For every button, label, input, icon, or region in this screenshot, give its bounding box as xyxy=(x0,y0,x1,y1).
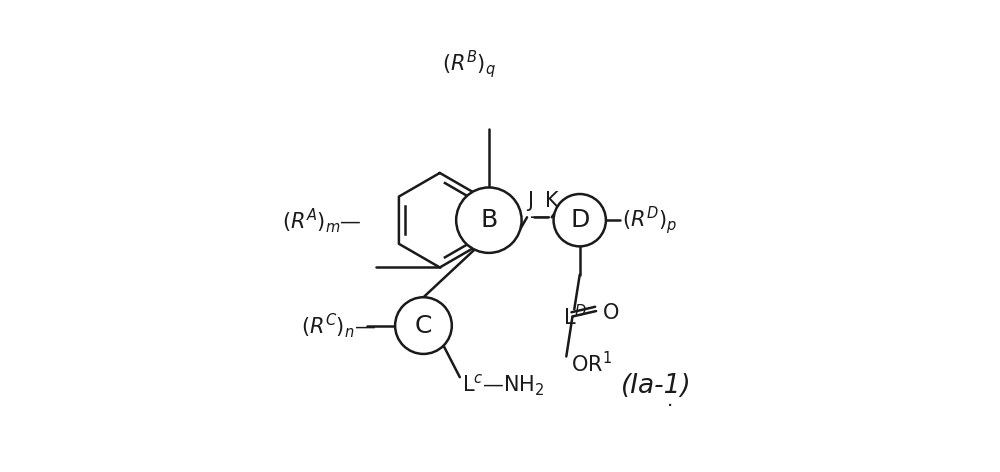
Text: (Ia-1): (Ia-1) xyxy=(621,372,691,398)
Text: OR$^{1}$: OR$^{1}$ xyxy=(571,351,612,376)
Text: K: K xyxy=(545,191,559,211)
Text: J: J xyxy=(527,191,533,211)
Text: L$^{D}$: L$^{D}$ xyxy=(563,304,588,329)
Circle shape xyxy=(554,194,606,246)
Text: —: — xyxy=(530,207,551,228)
Text: .: . xyxy=(667,391,673,410)
Circle shape xyxy=(456,187,522,253)
Text: D: D xyxy=(570,208,589,232)
Text: L$^{c}$—NH$_{2}$: L$^{c}$—NH$_{2}$ xyxy=(462,373,544,398)
Text: $(R^{C})_{n}$—: $(R^{C})_{n}$— xyxy=(301,311,376,340)
Text: B: B xyxy=(480,208,498,232)
Text: C: C xyxy=(415,313,432,337)
Text: O: O xyxy=(603,303,620,323)
Text: $(R^{A})_{m}$—: $(R^{A})_{m}$— xyxy=(282,206,362,235)
Circle shape xyxy=(395,297,452,354)
Text: $(R^{B})_{q}$: $(R^{B})_{q}$ xyxy=(442,48,496,80)
Text: $(R^{D})_{p}$: $(R^{D})_{p}$ xyxy=(622,204,677,236)
